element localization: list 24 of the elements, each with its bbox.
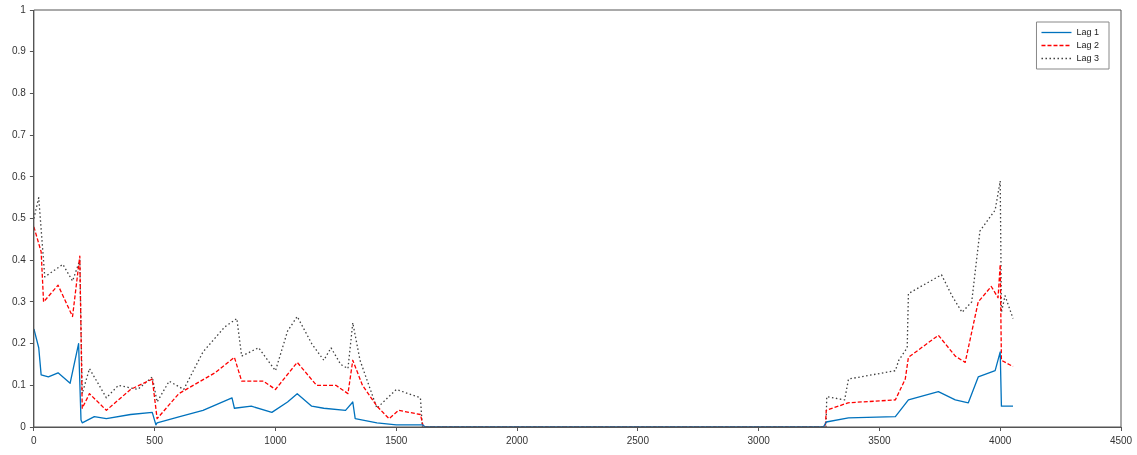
y-tick-label: 0.7 bbox=[12, 128, 27, 140]
y-tick-label: 0.5 bbox=[12, 212, 27, 224]
y-tick-label: 0.8 bbox=[12, 87, 27, 99]
x-tick-label: 1000 bbox=[264, 434, 288, 446]
y-tick-label: 0.6 bbox=[12, 170, 27, 182]
y-tick-label: 1 bbox=[20, 3, 27, 15]
y-tick-label: 0 bbox=[20, 420, 27, 432]
x-tick-label: 1500 bbox=[385, 434, 408, 446]
x-tick-label: 4500 bbox=[1109, 434, 1133, 446]
y-tick-label: 0.9 bbox=[12, 45, 27, 57]
y-tick-label: 0.1 bbox=[12, 379, 27, 391]
legend-label: Lag 2 bbox=[1076, 39, 1100, 50]
legend-label: Lag 1 bbox=[1076, 26, 1100, 37]
x-tick-label: 2000 bbox=[505, 434, 529, 446]
x-tick-label: 4000 bbox=[989, 434, 1012, 446]
x-tick-label: 500 bbox=[146, 434, 164, 446]
y-tick-label: 0.4 bbox=[12, 253, 27, 265]
x-tick-label: 2500 bbox=[626, 434, 650, 446]
x-tick-label: 0 bbox=[31, 434, 38, 446]
x-tick-label: 3500 bbox=[868, 434, 891, 446]
legend-label: Lag 3 bbox=[1076, 52, 1100, 63]
x-tick-label: 3000 bbox=[747, 434, 771, 446]
y-tick-label: 0.2 bbox=[12, 337, 27, 349]
y-tick-label: 0.3 bbox=[12, 295, 27, 307]
